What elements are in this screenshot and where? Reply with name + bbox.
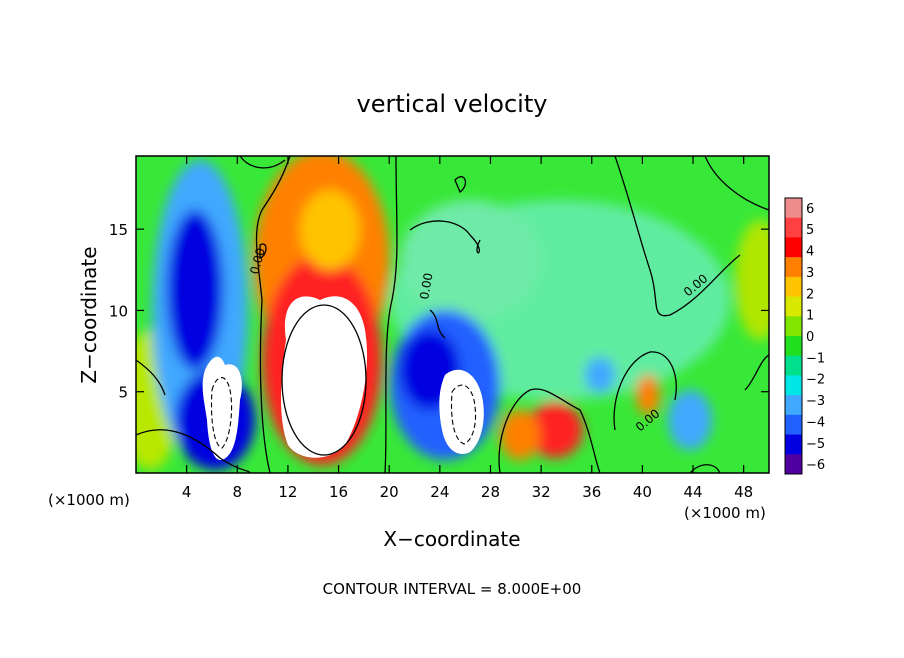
x-tick-label: 12	[278, 483, 297, 501]
contour-label: 0.00	[247, 246, 267, 275]
contour-line	[136, 429, 251, 473]
colorbar-swatch	[785, 276, 802, 298]
contour-line	[613, 351, 677, 431]
colorbar-swatch	[785, 198, 802, 219]
colorbar-tick-label: 2	[806, 287, 814, 302]
x-tick-label: 48	[734, 483, 753, 501]
colorbar-tick-label: 6	[806, 202, 814, 217]
x-unit-label-right: (×1000 m)	[684, 504, 766, 522]
updraft-core-white	[281, 296, 368, 458]
contour-line	[429, 309, 446, 339]
y-tick-label: 10	[109, 302, 128, 320]
x-axis-title: X−coordinate	[383, 527, 520, 551]
colorbar-swatch	[785, 237, 802, 258]
updraft-top	[300, 190, 360, 270]
colorbar-tick-label: −3	[806, 394, 825, 409]
colorbar-swatch	[785, 375, 802, 396]
x-tick-label: 28	[481, 483, 500, 501]
colorbar-swatch	[785, 454, 802, 475]
y-tick-label: 5	[118, 384, 128, 402]
x-tick-label: 20	[380, 483, 399, 501]
colorbar-tick-label: 5	[806, 223, 814, 238]
colorbar-swatch	[785, 257, 802, 278]
colorbar-tick-label: −4	[806, 415, 825, 430]
colorbar-tick-label: 0	[806, 330, 814, 345]
x-unit-label-left: (×1000 m)	[48, 491, 130, 509]
colorbar-tick-label: −5	[806, 437, 825, 452]
contour-line	[136, 359, 166, 396]
colorbar-swatch	[785, 296, 802, 317]
colorbar-swatch	[785, 217, 802, 238]
x-tick-label: 44	[683, 483, 702, 501]
negative-contours	[210, 377, 477, 449]
x-tick-label: 16	[329, 483, 348, 501]
zero-contours	[136, 156, 769, 473]
heatmap-field: 0.00 0.00 0.00 0.00	[136, 156, 769, 473]
contour-line	[384, 156, 398, 473]
colorbar-swatch	[785, 336, 802, 357]
colorbar-swatch	[785, 316, 802, 337]
colorbar-tick-label: 1	[806, 309, 814, 324]
colorbar: 6 5 4 3 2 1 0 −1 −2 −3 −4 −5 −6	[784, 197, 825, 475]
weak-updraft-region	[735, 220, 769, 340]
downdraft-44km	[668, 390, 712, 450]
downdraft-36km	[585, 357, 615, 393]
colorbar-swatch	[785, 355, 802, 376]
plot-frame	[135, 155, 770, 474]
contour-line	[744, 354, 769, 391]
x-tick-label: 8	[233, 483, 243, 501]
colorbar-tick-label: −2	[806, 373, 825, 388]
y-tick-label: 15	[109, 221, 128, 239]
contour-label: 0.00	[417, 272, 435, 301]
colorbar-tick-label: 3	[806, 266, 814, 281]
contour-line	[281, 304, 367, 456]
left-downdraft-white	[202, 356, 242, 461]
x-axis-ticks: 4 8 12 16 20 24 28 32 36 40 44 48	[182, 156, 753, 501]
y-axis-title: Z−coordinate	[77, 246, 101, 383]
contour-line	[498, 388, 601, 473]
contour-line	[454, 176, 467, 193]
y-axis-ticks: 5 10 15	[109, 221, 769, 402]
colorbar-tick-label: 4	[806, 245, 814, 260]
x-tick-label: 24	[430, 483, 449, 501]
colorbar-frame	[784, 197, 803, 475]
contour-line	[614, 156, 741, 317]
colorbar-swatch	[785, 395, 802, 416]
contour-line	[255, 156, 291, 473]
dashed-contour	[210, 377, 233, 449]
contour-interval-note: CONTOUR INTERVAL = 8.000E+00	[323, 580, 582, 598]
left-downdraft-core	[167, 210, 223, 370]
x-tick-label: 32	[532, 483, 551, 501]
colorbar-tick-label: −1	[806, 351, 825, 366]
x-tick-label: 4	[182, 483, 192, 501]
colorbar-swatch	[785, 414, 802, 436]
low-updraft-33km	[527, 402, 583, 458]
colorbar-tick-label: −6	[806, 458, 825, 473]
x-tick-label: 36	[582, 483, 601, 501]
low-updraft-40km	[636, 375, 660, 415]
weak-downdraft-region	[400, 200, 540, 320]
colorbar-swatch	[785, 434, 802, 455]
contour-line	[239, 156, 286, 169]
contour-line	[704, 156, 769, 211]
contour-line	[259, 243, 267, 259]
chart-title: vertical velocity	[357, 90, 548, 118]
low-updraft-30km	[500, 410, 540, 460]
contour-line	[409, 220, 481, 254]
x-tick-label: 40	[633, 483, 652, 501]
